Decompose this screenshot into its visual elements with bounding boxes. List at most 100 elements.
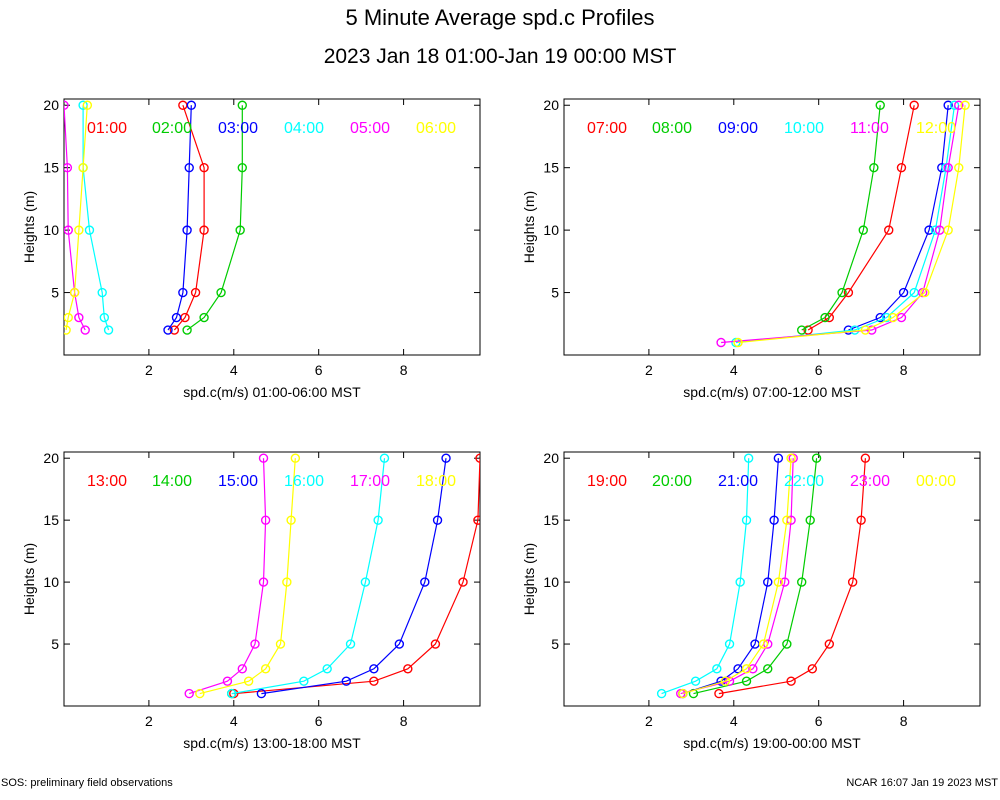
data-point xyxy=(237,100,247,110)
x-tick-label: 4 xyxy=(730,362,738,378)
data-point xyxy=(243,676,254,686)
data-point xyxy=(888,312,898,323)
data-point xyxy=(690,676,701,686)
series-group xyxy=(64,100,247,335)
legend-entry: 23:00 xyxy=(850,473,890,490)
series-line xyxy=(82,105,110,331)
x-tick-label: 2 xyxy=(645,713,653,729)
data-point xyxy=(780,577,790,587)
y-tick-label: 20 xyxy=(543,97,559,113)
data-point xyxy=(260,515,271,525)
data-point xyxy=(258,453,269,463)
legend-entry: 16:00 xyxy=(284,473,324,490)
series-line xyxy=(233,458,480,695)
data-point xyxy=(78,162,88,173)
plot-frame xyxy=(63,451,481,707)
series-line xyxy=(721,105,960,344)
y-tick-label: 5 xyxy=(51,285,59,301)
legend-entry: 18:00 xyxy=(416,473,456,490)
y-axis-label: Heights (m) xyxy=(521,543,537,615)
data-point xyxy=(786,453,796,463)
data-point xyxy=(216,287,226,298)
data-point xyxy=(369,676,379,686)
legend-entry: 22:00 xyxy=(784,473,824,490)
x-tick-label: 6 xyxy=(815,362,823,378)
plot-panel-2: 2 4 6 8 5 10 15 20 spd.c(m/s) 07:00-12:00 MST Hei… xyxy=(521,97,981,400)
data-point xyxy=(379,453,390,463)
y-tick-label: 20 xyxy=(543,450,559,466)
data-point xyxy=(733,337,743,348)
x-tick-label: 6 xyxy=(315,713,323,729)
data-point xyxy=(782,639,792,649)
legend-entry: 08:00 xyxy=(652,120,692,137)
data-point xyxy=(943,225,953,235)
data-point xyxy=(178,287,188,298)
y-tick-label: 10 xyxy=(43,222,59,238)
legend-entry: 10:00 xyxy=(784,120,824,137)
data-point xyxy=(80,325,90,335)
legend-entry: 04:00 xyxy=(284,120,324,137)
data-point xyxy=(199,162,209,173)
data-point xyxy=(807,664,818,674)
data-point xyxy=(820,312,830,323)
data-point xyxy=(199,312,209,323)
plot-frame xyxy=(563,451,981,707)
data-point xyxy=(758,639,769,649)
data-point xyxy=(860,453,871,463)
data-point xyxy=(943,162,953,173)
data-point xyxy=(811,453,822,463)
data-point xyxy=(954,162,964,173)
legend-entry: 12:00 xyxy=(916,120,956,137)
legend-entry: 03:00 xyxy=(218,120,258,137)
y-tick-label: 10 xyxy=(543,574,559,590)
x-tick-label: 4 xyxy=(230,362,238,378)
data-point xyxy=(99,312,110,323)
data-point xyxy=(786,676,796,686)
data-point xyxy=(741,515,752,525)
data-point xyxy=(394,639,405,649)
data-point xyxy=(64,225,73,235)
data-point xyxy=(237,162,247,173)
data-point xyxy=(797,577,807,587)
data-point xyxy=(169,325,180,335)
y-tick-label: 10 xyxy=(43,574,59,590)
legend-entry: 11:00 xyxy=(850,120,889,137)
x-tick-label: 2 xyxy=(145,362,153,378)
data-point xyxy=(867,325,877,335)
x-tick-label: 8 xyxy=(900,713,908,729)
data-point xyxy=(341,676,351,686)
x-tick-label: 4 xyxy=(230,713,238,729)
data-point xyxy=(237,664,247,674)
x-tick-label: 8 xyxy=(900,362,908,378)
data-point xyxy=(441,453,451,463)
y-tick-label: 5 xyxy=(551,636,559,652)
data-point xyxy=(256,688,267,699)
data-point xyxy=(74,225,84,235)
data-point xyxy=(290,453,301,463)
data-point xyxy=(924,225,934,235)
data-point xyxy=(741,676,752,686)
data-point xyxy=(74,312,84,323)
data-point xyxy=(458,577,468,587)
plot-frame xyxy=(63,98,481,356)
y-tick-label: 20 xyxy=(43,97,59,113)
data-point xyxy=(64,325,71,335)
data-point xyxy=(954,100,964,110)
data-point xyxy=(712,664,722,674)
data-point xyxy=(748,664,758,674)
series-line xyxy=(682,458,792,695)
data-point xyxy=(430,639,441,649)
series-line xyxy=(189,458,267,695)
y-tick-label: 20 xyxy=(43,450,59,466)
data-point xyxy=(920,287,930,298)
x-axis-label: spd.c(m/s) 01:00-06:00 MST xyxy=(183,384,361,400)
series-line xyxy=(167,105,192,331)
legend-entry: 00:00 xyxy=(916,473,956,490)
legend-entry: 07:00 xyxy=(587,120,627,137)
legend-entry: 06:00 xyxy=(416,120,456,137)
series-group xyxy=(716,100,970,348)
y-tick-label: 15 xyxy=(543,160,559,176)
data-point xyxy=(103,325,114,335)
plot-panel-1: 2 4 6 8 5 10 15 20 spd.c(m/s) 01:00-06:00 MST Hei… xyxy=(21,97,481,400)
